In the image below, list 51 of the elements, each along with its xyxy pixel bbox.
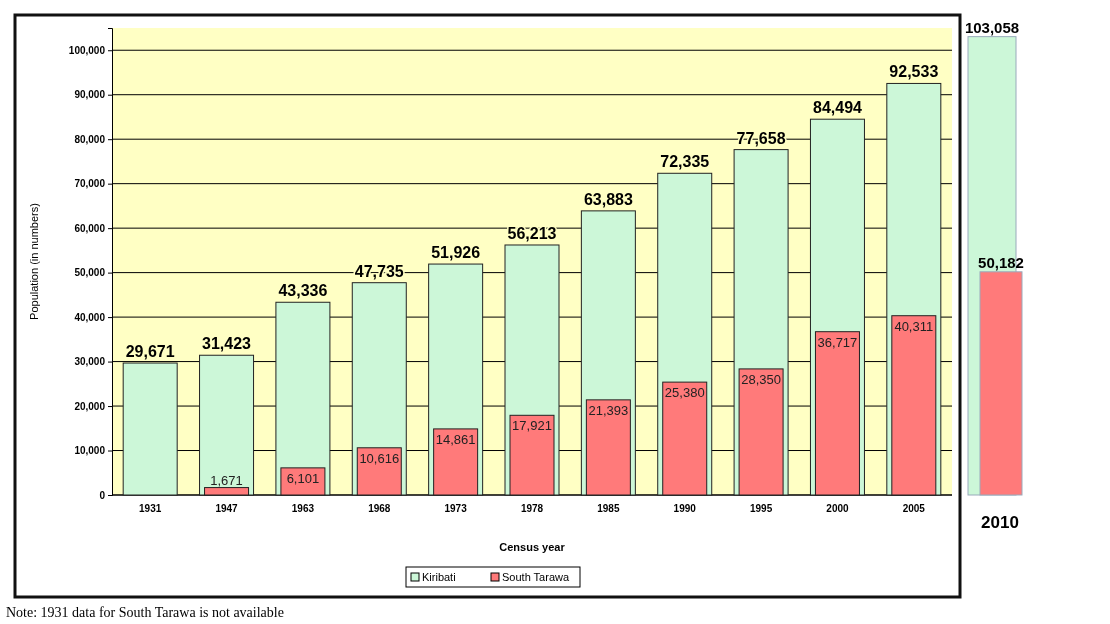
data-label: 103,058 — [964, 18, 1020, 36]
data-label: 31,423 — [202, 335, 252, 353]
x-tick-label: 1931 — [139, 503, 162, 514]
bar — [122, 362, 178, 496]
y-axis-title: Population (in numbers) — [28, 203, 40, 320]
legend-label: South Tarawa — [502, 571, 570, 583]
y-tick-label: 90,000 — [74, 89, 106, 101]
y-tick-label: 80,000 — [74, 133, 106, 145]
y-tick-label: 30,000 — [74, 356, 106, 368]
text: Note: 1931 data for South Tarawa is not available — [6, 605, 284, 620]
y-tick-label: 0 — [99, 489, 106, 501]
y-tick-label: 50,000 — [74, 267, 106, 279]
y-tick-label: 60,000 — [74, 222, 106, 234]
data-label: 92,533 — [889, 63, 939, 81]
x-tick-label: 1985 — [597, 503, 620, 514]
data-label: 28,350 — [741, 371, 781, 387]
data-label: 51,926 — [431, 244, 481, 262]
x-tick-label: 1978 — [520, 503, 544, 514]
data-label: 14,861 — [435, 431, 476, 447]
x-tick-label: 1963 — [291, 503, 315, 514]
x-tick-label: 2005 — [902, 503, 926, 514]
x-tick-label: 1990 — [673, 503, 697, 514]
x-axis-title: Census year — [499, 541, 566, 553]
data-label: 84,494 — [812, 99, 863, 117]
data-label: 63,883 — [583, 190, 633, 208]
data-label: 43,336 — [278, 282, 328, 300]
data-label: 17,921 — [512, 418, 552, 434]
y-tick-label: 40,000 — [74, 311, 106, 323]
data-label: 10,616 — [359, 450, 400, 466]
data-label: 21,393 — [588, 402, 629, 418]
data-label: 25,380 — [664, 385, 705, 401]
data-label: 40,311 — [894, 318, 934, 334]
bar — [199, 354, 255, 496]
y-tick-label: 70,000 — [74, 178, 106, 190]
x-tick-label: 1968 — [368, 503, 391, 514]
data-label: 29,671 — [125, 343, 175, 361]
y-tick-label: 100,000 — [68, 44, 106, 56]
x-tick-label: 1947 — [215, 503, 239, 514]
data-label: 50,182 — [978, 253, 1024, 271]
data-label: 36,717 — [817, 334, 858, 350]
y-tick-label: 20,000 — [74, 400, 106, 412]
x-tick-label: 2010 — [981, 513, 1019, 532]
x-tick-label: 1995 — [749, 503, 773, 514]
data-label: 6,101 — [286, 470, 320, 486]
data-label: 1,671 — [210, 472, 243, 488]
y-tick-label: 10,000 — [74, 445, 106, 457]
data-label: 56,213 — [507, 224, 557, 242]
legend-label: Kiribati — [422, 571, 456, 583]
data-label: 72,335 — [660, 153, 710, 171]
x-tick-label: 1973 — [444, 503, 468, 514]
x-tick-label: 2000 — [826, 503, 850, 514]
